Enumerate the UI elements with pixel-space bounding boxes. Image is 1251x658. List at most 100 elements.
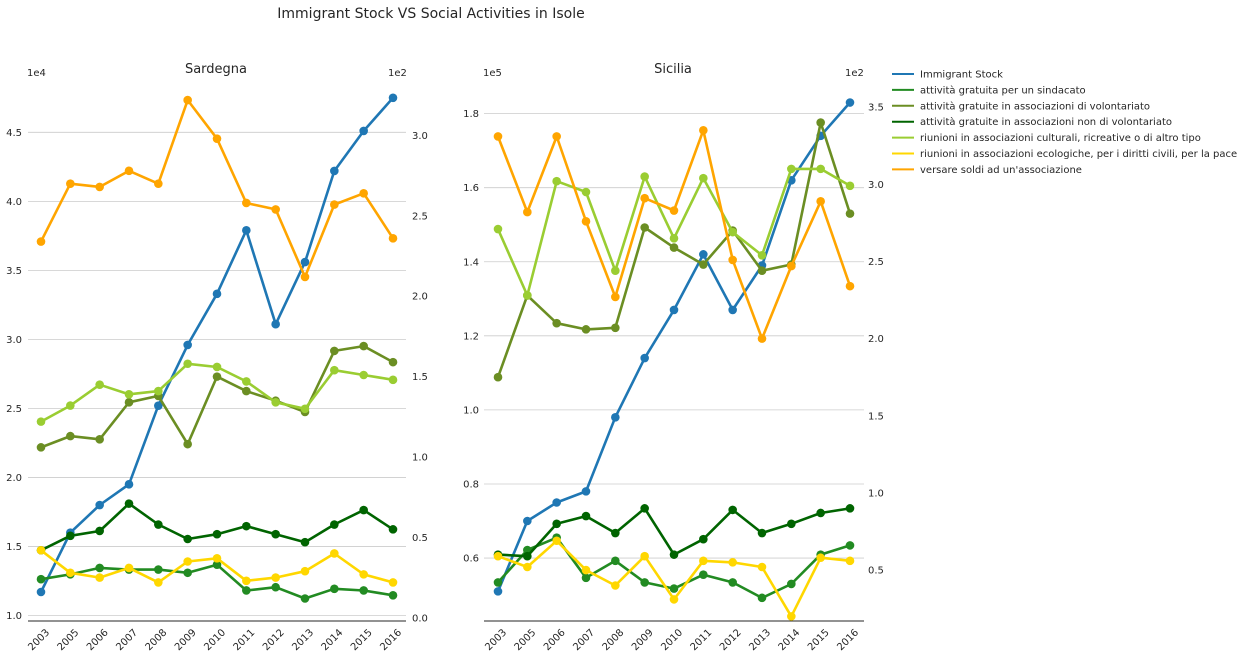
data-point (95, 500, 104, 510)
data-point (300, 404, 310, 414)
data-point (212, 372, 222, 381)
data-point (271, 205, 280, 214)
right-axis-ticks: 0.5 1.0 1.5 2.0 2.5 3.0 3.5 (868, 103, 884, 577)
data-point (493, 587, 503, 596)
legend-entry: attività gratuita per un sindacato (892, 84, 1086, 96)
data-point (271, 529, 280, 539)
data-point (330, 166, 339, 176)
data-point (581, 511, 591, 521)
data-point (552, 519, 561, 529)
data-point (66, 401, 75, 410)
panel-sardegna: Sardegna 1e4 1e2 1.0 1.5 2.0 2.5 3.0 3.5 4.0 4.… (6, 62, 428, 653)
data-point (36, 545, 46, 555)
legend-entry: riunioni in associazioni ecologiche, per… (892, 149, 1237, 160)
data-point (845, 504, 855, 513)
data-point (95, 526, 104, 536)
data-point (757, 528, 767, 538)
data-point (757, 334, 767, 343)
data-point (787, 164, 796, 174)
data-point (242, 386, 251, 396)
data-point (154, 179, 163, 188)
right-axis-multiplier: 1e2 (388, 68, 407, 79)
legend-label: Immigrant Stock (920, 70, 1003, 81)
data-point (816, 553, 825, 563)
data-point (845, 556, 855, 566)
data-point (95, 435, 104, 444)
data-point (300, 257, 310, 267)
data-point (493, 372, 503, 382)
left-axis-ticks: 0.6 0.8 1.0 1.2 1.4 1.6 1.8 (463, 109, 479, 564)
data-point (699, 556, 708, 566)
data-point (611, 266, 620, 276)
data-point (66, 179, 75, 188)
data-point (242, 521, 251, 531)
right-tick-label: 2.0 (868, 334, 884, 345)
left-tick-label: 4.0 (6, 197, 22, 208)
data-point (330, 200, 339, 209)
data-point (154, 578, 163, 587)
legend-entry: riunioni in associazioni culturali, ricr… (892, 133, 1201, 144)
figure-title: Immigrant Stock VS Social Activities in … (277, 6, 584, 22)
right-tick-label: 1.0 (412, 453, 428, 464)
data-point (212, 134, 222, 143)
data-point (359, 570, 368, 579)
data-point (699, 250, 708, 259)
data-point (359, 586, 368, 595)
right-tick-label: 3.5 (868, 103, 884, 114)
gridlines (28, 131, 406, 616)
left-tick-label: 1.6 (463, 183, 479, 194)
data-point (183, 359, 192, 369)
data-point (728, 255, 737, 265)
data-point (242, 586, 251, 595)
data-point (242, 198, 251, 208)
left-tick-label: 1.0 (6, 611, 22, 622)
data-point (640, 193, 649, 203)
data-point (493, 551, 503, 561)
data-point (300, 537, 310, 547)
panel-title: Sicilia (654, 62, 692, 77)
right-tick-label: 0.5 (868, 566, 884, 577)
data-point (640, 551, 649, 561)
right-axis-multiplier: 1e2 (845, 68, 864, 79)
left-tick-label: 3.5 (6, 266, 22, 277)
data-point (183, 340, 192, 350)
legend-entry: attività gratuite in associazioni di vol… (892, 100, 1150, 112)
data-point (212, 362, 222, 372)
data-point (183, 568, 192, 578)
data-point (124, 398, 134, 407)
data-point (388, 590, 398, 600)
data-point (66, 531, 75, 541)
data-point (300, 566, 310, 576)
data-point (523, 291, 532, 300)
x-axis-ticks: 2003 2005 2006 2007 2008 2009 2010 2011 2012 2013… (26, 627, 404, 653)
series-immigrant-stock (493, 98, 855, 596)
left-axis-multiplier: 1e5 (483, 68, 502, 79)
data-point (757, 250, 767, 260)
data-point (271, 319, 280, 329)
series-group (493, 98, 855, 621)
data-point (359, 126, 368, 136)
data-point (552, 318, 561, 328)
data-point (669, 584, 679, 593)
data-point (669, 206, 679, 215)
data-point (581, 487, 591, 496)
right-axis-ticks: 0.0 0.5 1.0 1.5 2.0 2.5 3.0 (412, 131, 428, 624)
legend-label: attività gratuita per un sindacato (920, 84, 1086, 96)
data-point (669, 234, 679, 243)
data-point (699, 534, 708, 544)
legend-entry: Immigrant Stock (892, 70, 1003, 81)
data-point (611, 292, 620, 302)
data-point (493, 132, 503, 141)
data-point (757, 593, 767, 603)
data-point (581, 217, 591, 226)
data-point (36, 417, 46, 426)
data-point (242, 226, 251, 235)
data-point (640, 223, 649, 232)
data-point (611, 528, 620, 538)
series-attivit-gratuite-in-associazioni-non-di-volontariato (493, 504, 855, 561)
left-tick-label: 1.2 (463, 331, 479, 342)
data-point (300, 594, 310, 603)
data-point (699, 260, 708, 269)
